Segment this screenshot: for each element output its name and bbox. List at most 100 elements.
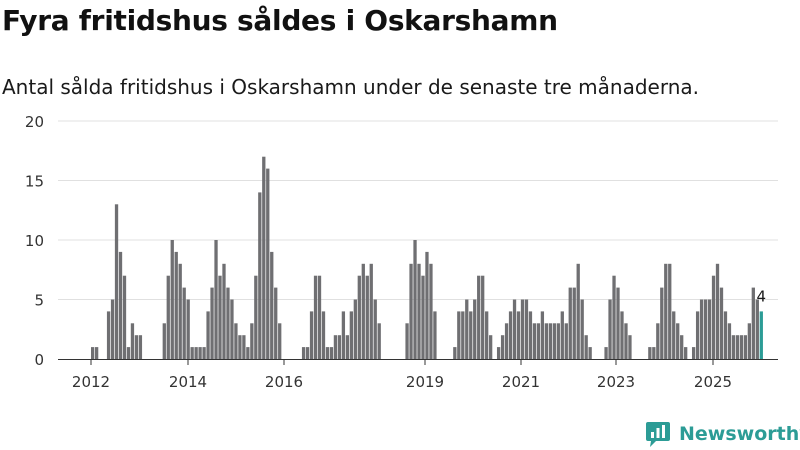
bar [250, 323, 254, 359]
bar [325, 347, 330, 359]
bar [739, 335, 744, 359]
bar [461, 311, 465, 359]
chart-title: Fyra fritidshus såldes i Oskarshamn [2, 4, 558, 37]
bar [429, 263, 433, 359]
bar [496, 347, 501, 359]
bar [186, 299, 190, 359]
bar [214, 240, 218, 359]
x-tick-label: 2012 [72, 373, 110, 391]
bar [433, 311, 437, 359]
bar [703, 299, 708, 359]
bar [504, 323, 509, 359]
bar [118, 251, 123, 359]
bar [110, 299, 115, 359]
bar [473, 299, 477, 359]
bar [727, 323, 732, 359]
bar [178, 263, 182, 359]
bar [612, 275, 616, 359]
bar [680, 335, 684, 359]
bar [333, 335, 338, 359]
bar [361, 263, 365, 359]
bar [747, 323, 751, 359]
bar [126, 347, 131, 359]
bar [672, 311, 676, 359]
x-tick-label: 2025 [694, 373, 732, 391]
bar [743, 335, 748, 359]
y-tick-label: 0 [34, 351, 44, 369]
bar [202, 347, 206, 359]
bar [532, 323, 537, 359]
bar [341, 311, 346, 359]
bar [544, 323, 549, 359]
bar [457, 311, 461, 359]
bar [218, 275, 222, 359]
bar [246, 347, 250, 359]
bar [106, 311, 111, 359]
bar [481, 275, 485, 359]
bar [258, 192, 262, 359]
bar [357, 275, 361, 359]
bar [485, 311, 489, 359]
bar [130, 323, 135, 359]
bar [548, 323, 552, 359]
y-tick-label: 5 [34, 292, 44, 310]
x-tick-label: 2016 [265, 373, 303, 391]
bar [425, 251, 429, 359]
bar [731, 335, 736, 359]
bar [345, 335, 350, 359]
bar [170, 240, 174, 359]
bar [94, 347, 99, 359]
bar [182, 287, 186, 359]
bar [262, 156, 266, 359]
bar [198, 347, 202, 359]
bar [568, 287, 572, 359]
bar [528, 311, 533, 359]
x-tick-label: 2021 [502, 373, 540, 391]
bar [477, 275, 481, 359]
bar [238, 335, 242, 359]
bar [711, 275, 716, 359]
bar [707, 299, 712, 359]
bar [508, 311, 513, 359]
bar [222, 263, 226, 359]
bar [564, 323, 568, 359]
bar [751, 287, 755, 359]
bar [365, 275, 369, 359]
bar [576, 263, 580, 359]
bar [413, 240, 417, 359]
bar [723, 311, 728, 359]
bar [377, 323, 381, 359]
bar-latest [759, 311, 763, 359]
y-tick-label: 20 [25, 113, 44, 131]
bar [409, 263, 413, 359]
bar [417, 263, 421, 359]
bar [278, 323, 282, 359]
bar [162, 323, 166, 359]
bar [524, 299, 529, 359]
bar [648, 347, 652, 359]
bar [274, 287, 278, 359]
y-tick-label: 15 [25, 173, 44, 191]
bar [210, 287, 214, 359]
bar [369, 263, 373, 359]
bar [556, 323, 560, 359]
bar [684, 347, 688, 359]
bar [715, 263, 720, 359]
bar [91, 347, 95, 359]
bar [500, 335, 505, 359]
bar [405, 323, 409, 359]
bar [321, 311, 326, 359]
bar [134, 335, 139, 359]
bar [660, 287, 664, 359]
x-tick-label: 2019 [406, 373, 444, 391]
bar [520, 299, 525, 359]
bar [624, 323, 628, 359]
bar [266, 168, 270, 359]
bar [608, 299, 612, 359]
bar [114, 204, 119, 359]
bar [234, 323, 238, 359]
bar [588, 347, 592, 359]
bar [138, 335, 143, 359]
newsworthy-logo-icon [646, 422, 670, 447]
bar [699, 299, 704, 359]
